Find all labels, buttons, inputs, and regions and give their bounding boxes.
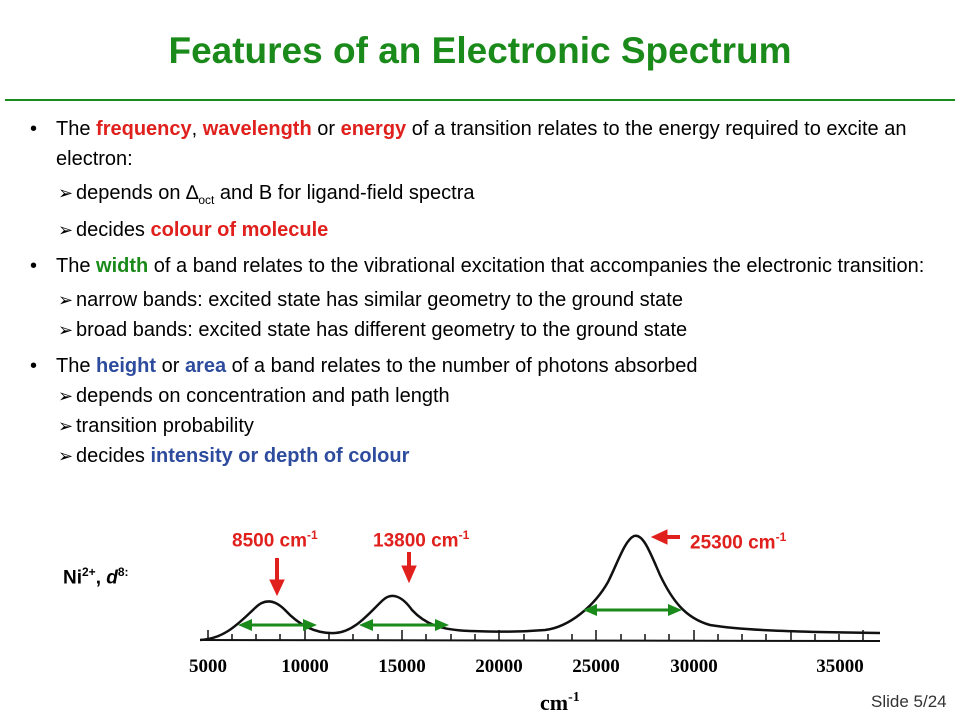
sub-bullet-depends-delta: ➢ depends on ∆oct and B for ligand-field… [30,178,940,215]
text: The [56,255,97,277]
arrow-bullet-icon: ➢ [58,416,74,436]
tick-label: 5000 [189,656,227,677]
tick-label: 35000 [816,656,864,677]
keyword-area: area [184,355,227,377]
tick-label: 10000 [281,656,329,677]
peak-label-13800: 13800 cm-1 [373,528,470,552]
spectrum-curve [199,534,881,642]
bullet-icon: • [30,355,38,377]
slide-content: • The frequency, wavelength or energy of… [30,114,940,471]
bullet-icon: • [30,255,38,277]
bullet-height: • The height or area of a band relates t… [30,351,940,381]
text: depends on [76,182,187,204]
axis-label: cm-1 [540,690,580,715]
ion-label: Ni2+, d8: [63,565,129,589]
delta-symbol: ∆ [186,182,199,204]
peak-label-25300: 25300 cm-1 [690,530,787,554]
sub-bullet-narrow: ➢ narrow bands: excited state has simila… [30,285,940,315]
arrow-bullet-icon: ➢ [58,446,74,466]
keyword-frequency: frequency [96,118,192,140]
text: of a transition relates to the energy re… [56,118,907,170]
arrow-bullet-icon: ➢ [58,386,74,406]
bullet-icon: • [30,118,38,140]
sub-bullet-broad: ➢ broad bands: excited state has differe… [30,315,940,345]
arrow-8500-head [269,579,285,597]
tick-label: 20000 [475,656,523,677]
band-width-arrows [238,604,682,631]
bullet-frequency: • The frequency, wavelength or energy of… [30,114,940,174]
text: transition probability [76,415,254,437]
text: of a band relates to the number of photo… [226,355,698,377]
arrow-25300-head [650,529,668,545]
text: or [156,355,185,377]
arrow-bullet-icon: ➢ [58,220,74,240]
axis-tick-labels: 5000 10000 15000 20000 25000 30000 35000 [189,656,864,677]
peak-label-8500: 8500 cm-1 [232,528,318,552]
text: depends on concentration and path length [76,385,450,407]
text: The [56,355,97,377]
peak-arrows [269,529,680,597]
page-title: Features of an Electronic Spectrum [168,30,792,71]
arrow-bullet-icon: ➢ [58,183,74,203]
slide-number: Slide 5/24 [871,692,947,711]
text: broad bands: excited state has different… [76,319,688,341]
text: decides [76,445,151,467]
text: decides [76,219,151,241]
sub-bullet-colour: ➢ decides colour of molecule [30,215,940,245]
sub-bullet-intensity: ➢ decides intensity or depth of colour [30,441,940,471]
keyword-width: width [96,255,149,277]
text: , [191,118,203,140]
arrow-bullet-icon: ➢ [58,290,74,310]
axis-ticks [207,630,864,640]
text: and B for ligand-field spectra [214,182,475,204]
keyword-wavelength: wavelength [202,118,312,140]
sub-bullet-concentration: ➢ depends on concentration and path leng… [30,381,940,411]
spectrum-baseline [199,639,881,642]
tick-label: 25000 [572,656,620,677]
tick-label: 15000 [378,656,426,677]
arrow-13800-head [401,565,417,584]
sub-bullet-probability: ➢ transition probability [30,411,940,441]
text: narrow bands: excited state has similar … [76,289,683,311]
arrow-bullet-icon: ➢ [58,320,74,340]
text: of a band relates to the vibrational exc… [148,255,925,277]
title-divider [5,99,955,101]
keyword-intensity: intensity or depth of colour [150,445,410,467]
keyword-height: height [96,355,157,377]
tick-label: 30000 [670,656,718,677]
bullet-width: • The width of a band relates to the vib… [30,251,940,281]
keyword-energy: energy [340,118,407,140]
subscript-oct: oct [198,193,215,207]
keyword-colour: colour of molecule [150,219,329,241]
text: The [56,118,97,140]
text: or [311,118,341,140]
